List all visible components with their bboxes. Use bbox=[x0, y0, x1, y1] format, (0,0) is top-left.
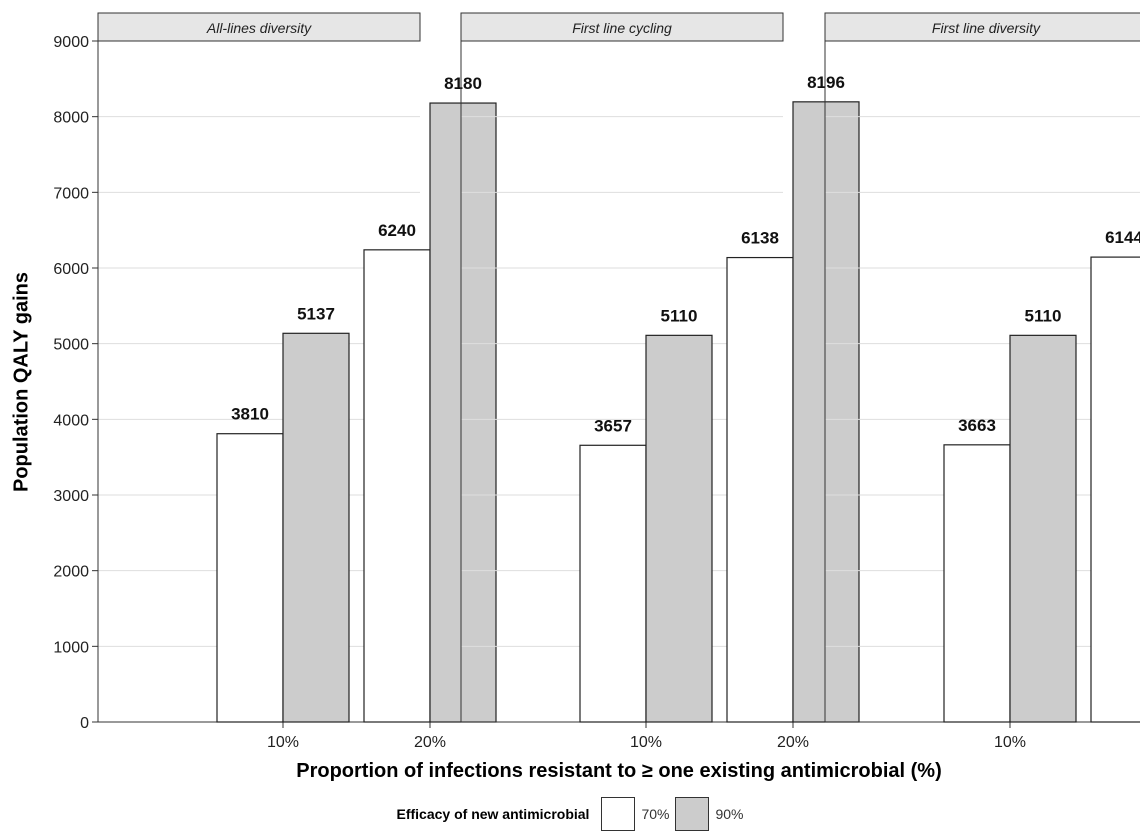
data-label: 5110 bbox=[661, 306, 698, 325]
legend-label-70: 70% bbox=[641, 806, 670, 822]
facet-strip bbox=[460, 12, 784, 42]
legend-key-70 bbox=[601, 797, 636, 831]
faceted-bar-chart: 0 1000 2000 3000 4000 5000 6000 7000 8000 9000 All… bbox=[53, 12, 1140, 751]
bar bbox=[943, 444, 1011, 723]
legend-title: Efficacy of new antimicrobial bbox=[396, 806, 590, 822]
y-axis-label: Population QALY gains bbox=[10, 271, 33, 493]
x-tick-label: 20% bbox=[414, 734, 446, 751]
x-tick-label: 10% bbox=[630, 734, 662, 751]
bar bbox=[645, 334, 713, 723]
facet-strip bbox=[97, 12, 421, 42]
legend: Efficacy of new antimicrobial 70% 90% bbox=[0, 797, 1140, 831]
y-tick-label: 3000 bbox=[53, 488, 89, 505]
y-tick-label: 2000 bbox=[53, 564, 89, 581]
facet-strip bbox=[824, 12, 1140, 42]
y-tick-label: 0 bbox=[80, 715, 89, 732]
x-tick-label: 10% bbox=[994, 734, 1026, 751]
legend-item-90: 90% bbox=[675, 797, 744, 831]
bar bbox=[792, 101, 860, 723]
bar bbox=[282, 332, 350, 723]
y-tick-label: 6000 bbox=[53, 261, 89, 278]
x-axis-label: Proportion of infections resistant to ≥ … bbox=[296, 760, 942, 782]
data-label: 6144 bbox=[1105, 228, 1140, 247]
data-label: 6240 bbox=[378, 221, 416, 240]
legend-item-70: 70% bbox=[601, 797, 669, 831]
y-tick-label: 8000 bbox=[53, 110, 89, 127]
legend-key-90 bbox=[675, 797, 710, 831]
y-tick-label: 1000 bbox=[53, 639, 89, 656]
data-label: 8196 bbox=[807, 73, 845, 92]
data-label: 3810 bbox=[231, 405, 269, 424]
y-tick-label: 9000 bbox=[53, 34, 89, 51]
facet-title: First line diversity bbox=[932, 20, 1041, 36]
facet-title: First line cycling bbox=[572, 20, 672, 36]
data-label: 6138 bbox=[741, 229, 779, 248]
data-label: 8180 bbox=[444, 74, 482, 93]
bar bbox=[429, 102, 497, 723]
bar bbox=[726, 256, 794, 723]
data-label: 5137 bbox=[297, 304, 335, 323]
bar bbox=[363, 249, 431, 723]
data-label: 3657 bbox=[594, 416, 632, 435]
data-label: 5110 bbox=[1025, 306, 1062, 325]
bar bbox=[579, 444, 647, 723]
bar bbox=[1009, 334, 1077, 723]
legend-label-90: 90% bbox=[715, 806, 744, 822]
bar bbox=[1090, 256, 1140, 723]
bar bbox=[216, 433, 284, 723]
y-tick-label: 5000 bbox=[53, 337, 89, 354]
data-label: 3663 bbox=[958, 416, 996, 435]
facet-title: All-lines diversity bbox=[206, 20, 312, 36]
y-tick-label: 7000 bbox=[53, 185, 89, 202]
x-tick-label: 10% bbox=[267, 734, 299, 751]
y-tick-label: 4000 bbox=[53, 412, 89, 429]
x-tick-label: 20% bbox=[777, 734, 809, 751]
